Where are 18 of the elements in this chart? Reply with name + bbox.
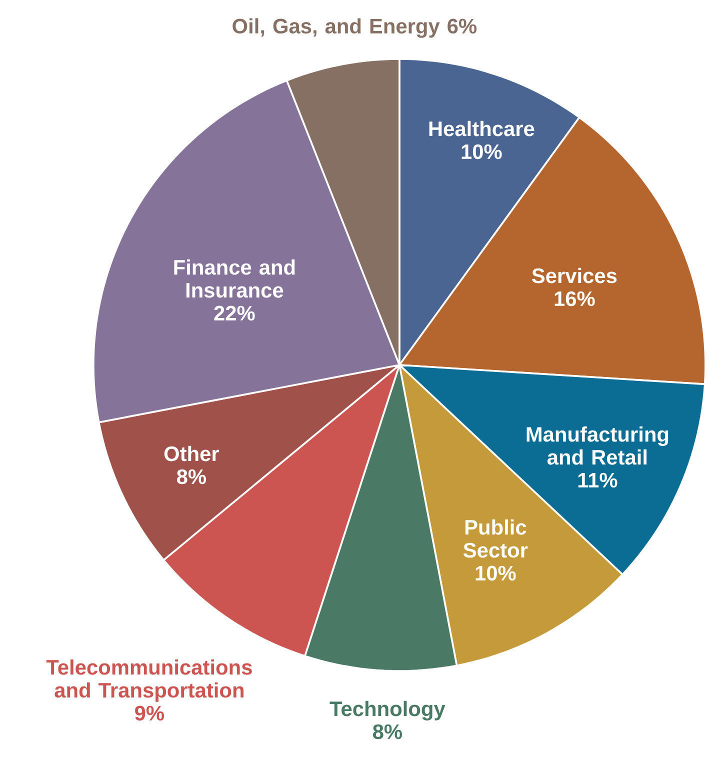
data-label: 8% bbox=[372, 724, 402, 740]
slice-label: Finance and Insurance bbox=[174, 259, 295, 298]
data-label: 16% bbox=[554, 291, 595, 306]
slice-label: Services bbox=[532, 268, 616, 284]
slice-label: Telecommunications and Transportation bbox=[46, 659, 252, 702]
data-label: 11% bbox=[578, 472, 618, 488]
slice-label: Public Sector bbox=[463, 519, 528, 558]
data-label: 10% bbox=[476, 566, 516, 581]
slice-label: Other bbox=[164, 446, 219, 462]
data-label: 10% bbox=[462, 144, 502, 160]
slice-label: Manufacturing and Retail bbox=[526, 426, 668, 465]
data-label: 6% bbox=[447, 18, 476, 34]
data-label: 22% bbox=[214, 306, 255, 321]
slice-label: Technology bbox=[330, 700, 446, 720]
slice-label: Oil, Gas, and Energy bbox=[232, 18, 440, 38]
data-label: 8% bbox=[176, 469, 206, 484]
data-label: 9% bbox=[134, 706, 164, 721]
slice-label: Healthcare bbox=[429, 120, 534, 136]
